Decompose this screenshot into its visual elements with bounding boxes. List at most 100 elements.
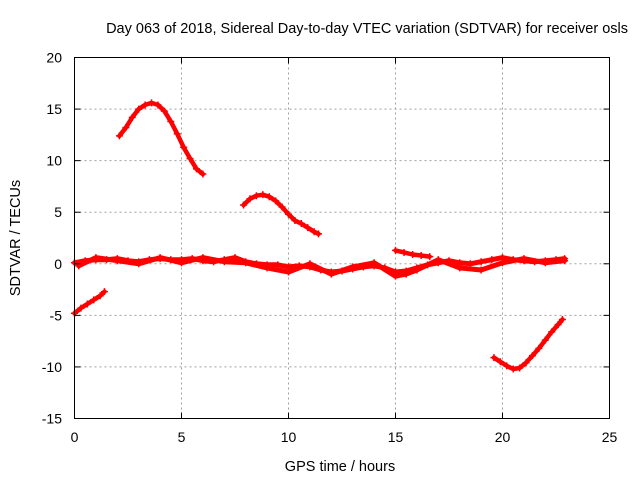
- y-tick-label: 15: [46, 101, 62, 117]
- y-tick-label: 5: [54, 204, 62, 220]
- data-point: [178, 259, 185, 267]
- data-point: [466, 260, 474, 268]
- data-point: [272, 197, 280, 205]
- data-point: [92, 254, 100, 262]
- y-tick-label: -15: [42, 411, 62, 427]
- tick-marks: [74, 57, 610, 419]
- series-arc-5: [491, 317, 565, 372]
- x-tick-label: 20: [495, 429, 511, 445]
- data-point: [503, 362, 511, 370]
- data-point: [148, 99, 156, 107]
- data-point: [128, 113, 136, 121]
- data-point: [314, 230, 322, 238]
- data-point: [499, 259, 506, 267]
- data-point: [252, 192, 260, 200]
- y-tick-label: -5: [50, 307, 63, 323]
- data-point: [135, 260, 143, 268]
- data-point: [370, 259, 378, 267]
- data-point: [167, 117, 175, 125]
- data-point: [349, 263, 357, 271]
- data-point: [417, 252, 425, 260]
- data-point: [263, 264, 271, 272]
- data-point: [100, 288, 108, 296]
- data-point: [413, 266, 421, 274]
- data-point: [392, 272, 399, 280]
- data-point: [490, 354, 498, 362]
- data-point: [304, 224, 312, 232]
- data-point: [535, 344, 543, 352]
- data-point: [285, 210, 292, 218]
- data-point: [297, 220, 305, 228]
- data-point: [115, 132, 123, 140]
- x-tick-label: 10: [281, 429, 297, 445]
- data-point: [186, 155, 194, 163]
- data-point: [199, 254, 207, 262]
- data-point: [90, 296, 98, 304]
- x-axis-label: GPS time / hours: [285, 459, 395, 475]
- data-point: [496, 358, 504, 366]
- data-point: [554, 321, 562, 329]
- x-tick-label: 15: [388, 429, 404, 445]
- data-point: [156, 254, 164, 262]
- data-point: [180, 143, 188, 151]
- series-arc-2: [117, 100, 206, 177]
- y-tick-label: 0: [54, 256, 62, 272]
- data-point: [400, 248, 408, 256]
- data-point: [192, 165, 200, 173]
- data-point: [135, 105, 143, 113]
- data-point: [274, 261, 282, 269]
- data-point: [548, 328, 556, 336]
- data-point: [259, 191, 267, 199]
- data-point: [113, 257, 121, 265]
- data-point: [402, 270, 410, 278]
- y-axis-label: SDTVAR / TECUs: [8, 180, 24, 296]
- data-point: [558, 315, 566, 323]
- data-point: [477, 258, 485, 266]
- x-tick-label: 5: [178, 429, 186, 445]
- data-point: [310, 228, 318, 236]
- y-tick-label: 20: [46, 50, 62, 66]
- data-point: [220, 258, 228, 266]
- data-point: [173, 130, 181, 138]
- data-point: [522, 359, 530, 367]
- data-point: [278, 203, 286, 211]
- data-point: [528, 352, 536, 360]
- data-point: [242, 259, 250, 267]
- data-point: [306, 260, 314, 268]
- y-tick-labels: -15 -10 -5 0 5 10 15 20: [42, 50, 62, 427]
- data-point: [434, 256, 442, 264]
- data-point: [291, 216, 299, 224]
- data-point: [541, 259, 549, 267]
- data-point: [265, 193, 273, 201]
- data-point: [83, 300, 91, 308]
- data-point: [122, 124, 130, 132]
- data-point: [285, 268, 292, 276]
- data-point: [409, 251, 417, 259]
- series-layer: [71, 99, 569, 373]
- x-tick-label: 25: [602, 429, 618, 445]
- data-point: [509, 365, 517, 373]
- chart-title: Day 063 of 2018, Sidereal Day-to-day VTE…: [106, 21, 628, 37]
- x-tick-label: 0: [71, 429, 79, 445]
- data-point: [426, 253, 434, 261]
- y-tick-label: 10: [46, 153, 62, 169]
- y-tick-label: -10: [42, 359, 62, 375]
- plot-frame: [74, 57, 610, 419]
- data-point: [199, 170, 207, 178]
- data-point: [77, 304, 85, 312]
- data-point: [541, 336, 549, 344]
- data-point: [141, 101, 149, 109]
- data-point: [561, 257, 569, 265]
- x-tick-labels: 0 5 10 15 20 25: [71, 429, 618, 445]
- data-point: [160, 107, 168, 115]
- data-point: [327, 270, 335, 278]
- data-point: [516, 364, 524, 372]
- data-point: [154, 101, 162, 109]
- data-point: [477, 266, 485, 274]
- data-point: [96, 292, 104, 300]
- data-point: [392, 246, 399, 254]
- grid: [74, 57, 610, 419]
- data-point: [456, 264, 464, 272]
- data-point: [520, 255, 528, 263]
